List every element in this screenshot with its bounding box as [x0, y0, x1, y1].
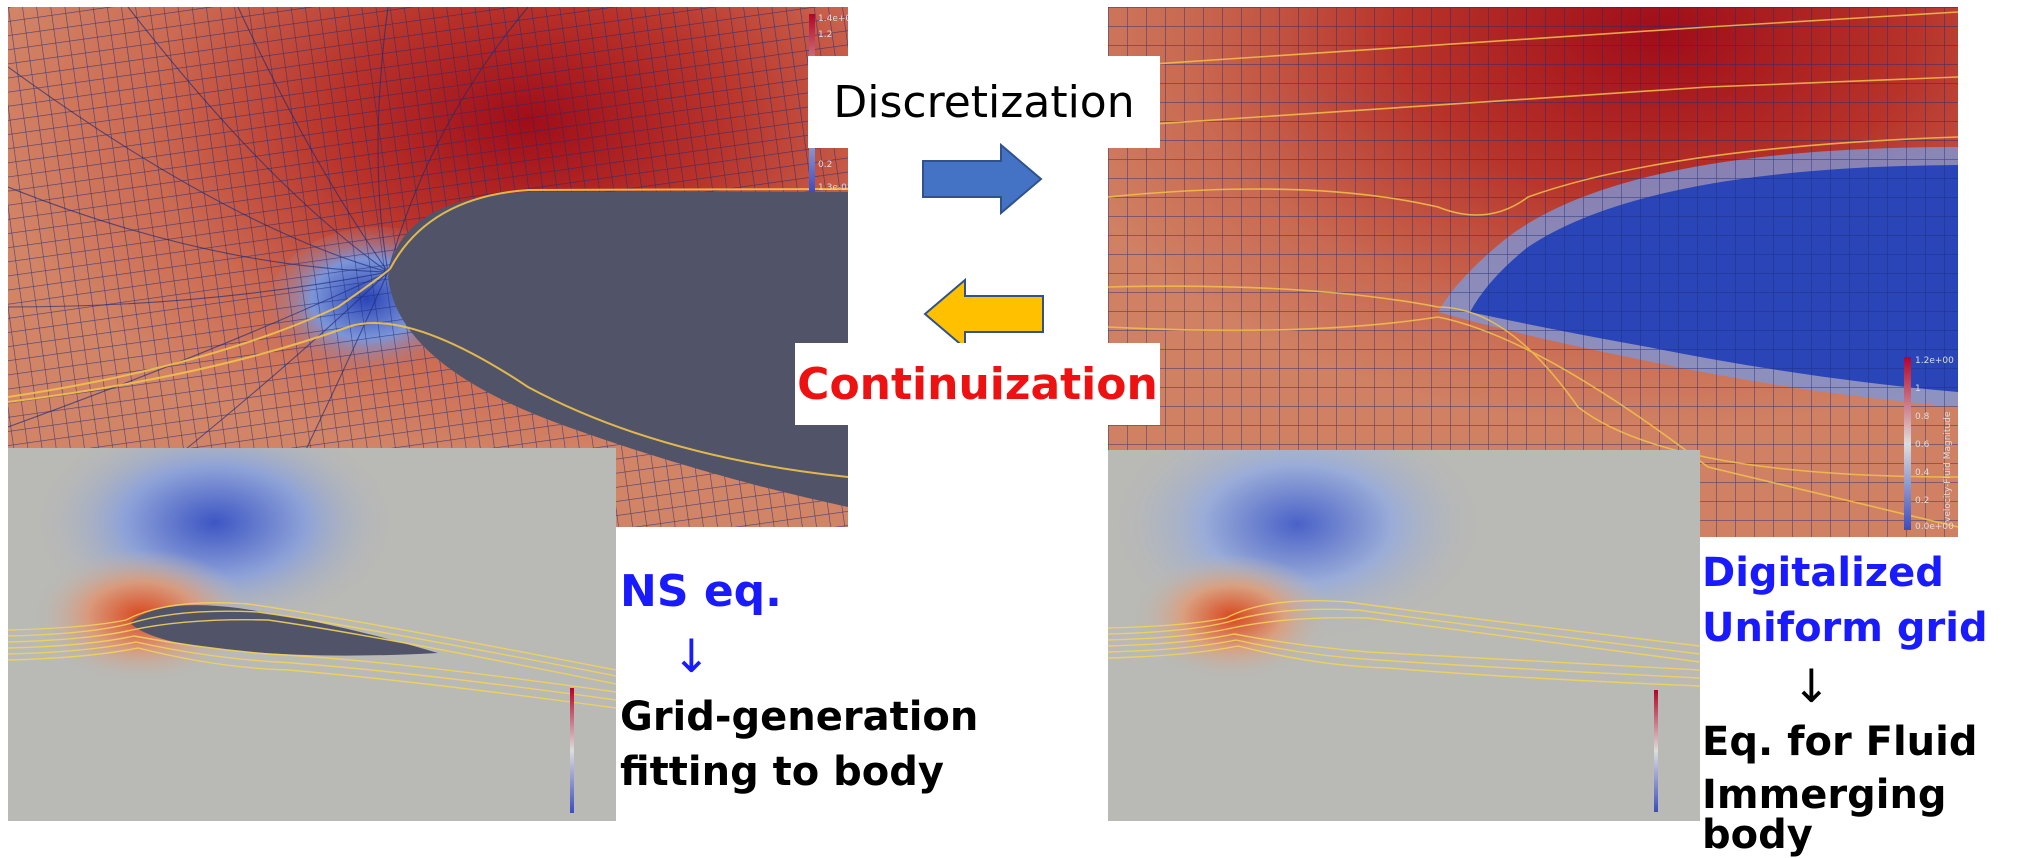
right-colorbar: 1.2e+00 1 0.8 0.6 0.4 0.2 0.0e+00 veloci… [1904, 356, 1954, 532]
left-caption-line1: Grid-generation [620, 694, 979, 740]
streamlines [8, 602, 616, 709]
airfoil-body [130, 605, 438, 656]
radial-grid-lines [8, 7, 529, 527]
right-down-arrow-icon: ↓ [1792, 659, 1831, 713]
left-colorbar-top-label: 1.4e+00 [818, 14, 848, 24]
left-down-arrow-icon: ↓ [672, 629, 711, 683]
discretization-label-box: Discretization [808, 56, 1160, 148]
airfoil-body [388, 192, 848, 507]
right-caption-top-line2: Uniform grid [1702, 605, 1988, 651]
right-pressure-inset [1108, 450, 1700, 821]
right-colorbar-tick: 0.6 [1915, 440, 1930, 450]
left-velocity-panel: 1.4e+00 1.2 0.2 1.3e-01 [8, 7, 848, 527]
left-caption-top: NS eq. [620, 566, 782, 617]
left-caption-line2: fitting to body [620, 749, 944, 795]
left-colorbar-tick: 0.2 [818, 160, 832, 170]
right-colorbar-tick: 0.8 [1915, 412, 1930, 422]
left-colorbar-bottom-label: 1.3e-01 [818, 183, 848, 193]
left-arrow-icon [923, 278, 1044, 350]
left-pressure-inset [8, 448, 616, 821]
right-pressure-colorbar [1654, 690, 1658, 812]
right-colorbar-tick: 1 [1915, 384, 1921, 394]
streamlines [1108, 600, 1700, 687]
right-colorbar-tick: 0.2 [1915, 496, 1929, 506]
right-velocity-panel: 1.2e+00 1 0.8 0.6 0.4 0.2 0.0e+00 veloci… [1108, 7, 1958, 537]
left-colorbar-tick: 1.2 [818, 30, 832, 40]
right-arrow-icon [922, 143, 1043, 215]
right-caption-line1: Eq. for Fluid [1702, 719, 1978, 765]
continuization-label: Continuization [797, 358, 1158, 410]
right-caption-top-line1: Digitalized [1702, 550, 1944, 596]
right-colorbar-bottom-label: 0.0e+00 [1915, 522, 1954, 532]
streamlines [8, 188, 848, 478]
right-colorbar-title: velocity-Fluid Magnitude [1943, 411, 1953, 522]
left-pressure-colorbar [570, 688, 574, 813]
continuization-label-box: Continuization [795, 343, 1160, 425]
discretization-label: Discretization [833, 76, 1135, 128]
right-colorbar-tick: 0.4 [1915, 468, 1930, 478]
streamlines [1108, 11, 1958, 528]
right-colorbar-top-label: 1.2e+00 [1915, 356, 1954, 366]
right-caption-line2: Immerging body [1702, 772, 1947, 858]
